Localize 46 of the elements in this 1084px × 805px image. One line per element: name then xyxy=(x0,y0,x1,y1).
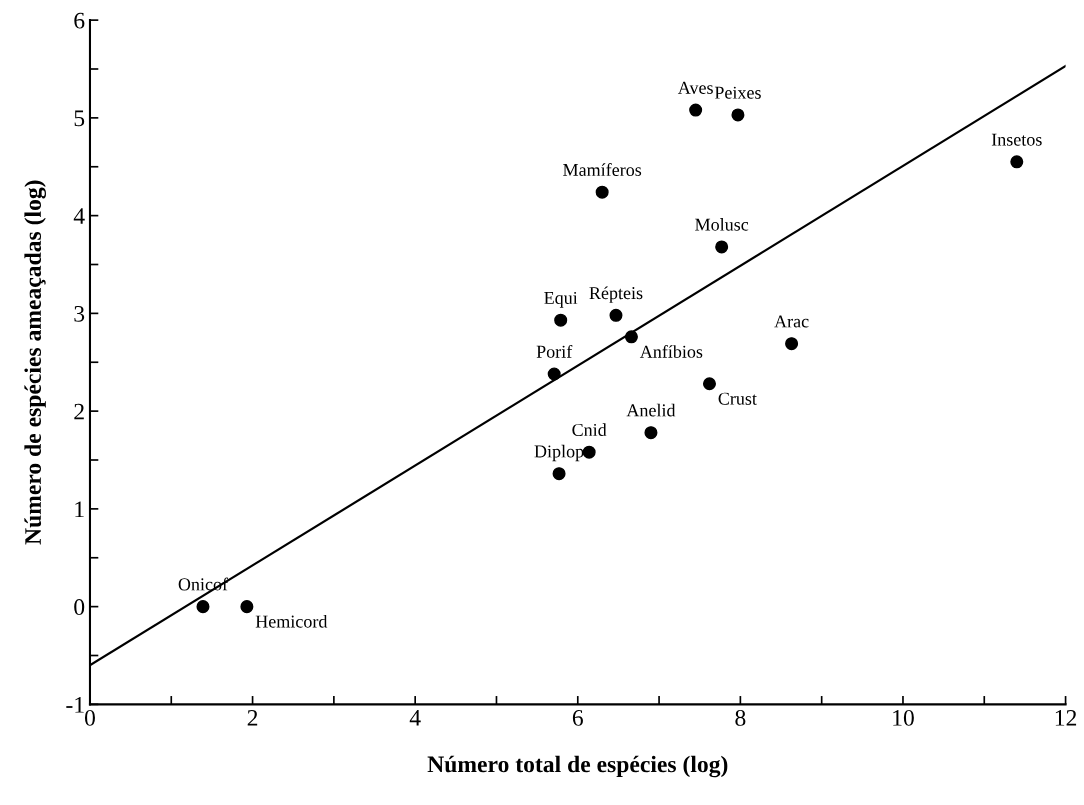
annotation: Equi xyxy=(544,291,578,308)
annotation: Insetos xyxy=(991,133,1042,146)
point xyxy=(609,308,623,322)
point xyxy=(554,313,568,327)
y-tick-label: 6 xyxy=(74,12,85,29)
x-tick-label: 10 xyxy=(893,709,914,726)
point xyxy=(715,240,729,254)
annotation: Peixes xyxy=(714,86,761,99)
point xyxy=(702,377,716,391)
annotation: Porif xyxy=(536,344,573,358)
annotation: Anfíbios xyxy=(639,344,703,358)
annotation: Mamíferos xyxy=(563,163,642,176)
point xyxy=(624,330,638,344)
point xyxy=(547,367,561,381)
x-tick-label: 4 xyxy=(409,710,421,726)
y-tick-label: 4 xyxy=(73,208,85,224)
point xyxy=(1010,155,1024,169)
y-axis-title: Número de espécies ameaçadas (log) xyxy=(24,180,46,545)
point xyxy=(785,337,799,351)
point xyxy=(644,426,658,440)
point xyxy=(552,467,566,481)
annotation: Crust xyxy=(718,392,757,405)
annotation: Hemicord xyxy=(255,614,328,628)
x-tick-label: 2 xyxy=(247,709,258,726)
y-tick-label: 5 xyxy=(74,110,85,127)
y-tick-label: 3 xyxy=(74,305,85,322)
annotation: Aves xyxy=(677,81,713,94)
x-axis-title: Número total de espécies (log) xyxy=(427,755,728,778)
annotation: Diplop xyxy=(534,444,584,462)
annotation: Cnid xyxy=(572,423,607,437)
point xyxy=(595,185,609,199)
annotation: Arac xyxy=(774,315,809,328)
y-tick-label: 2 xyxy=(74,403,84,420)
x-tick-label: 6 xyxy=(572,709,583,726)
x-tick-label: 8 xyxy=(735,709,746,726)
annotation: Anelid xyxy=(626,403,676,417)
x-tick-label: 12 xyxy=(1055,709,1077,726)
point xyxy=(240,600,254,614)
point xyxy=(196,600,210,614)
point xyxy=(689,103,703,117)
y-tick-label: 0 xyxy=(74,599,85,616)
annotation: Molusc xyxy=(695,218,749,231)
y-tick-label: -1 xyxy=(66,696,84,713)
annotation: Répteis xyxy=(589,286,643,303)
point xyxy=(731,108,745,122)
y-tick-label: 1 xyxy=(75,501,84,518)
